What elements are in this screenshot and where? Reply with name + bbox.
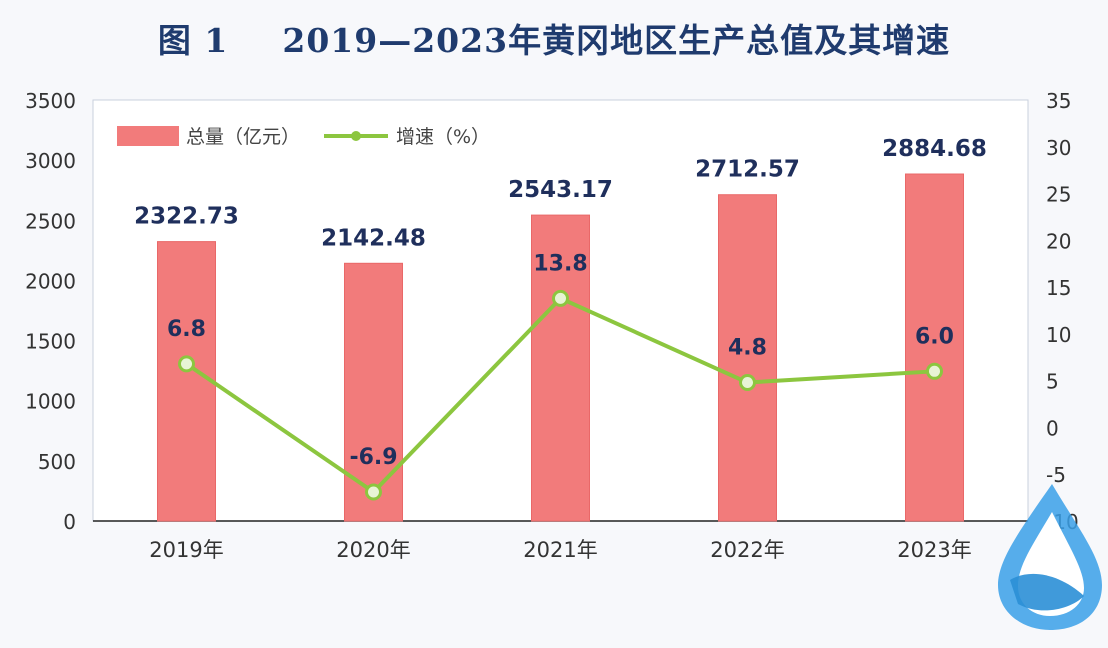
y-left-tick-label: 2000 bbox=[25, 269, 76, 293]
y-left-tick-label: 3000 bbox=[25, 149, 76, 173]
rate-value-label: -6.9 bbox=[349, 445, 397, 470]
line-point bbox=[926, 362, 943, 380]
y-right-tick-label: -5 bbox=[1046, 463, 1066, 487]
legend-line-marker bbox=[351, 131, 361, 141]
y-left-tick-label: 3500 bbox=[25, 89, 76, 113]
bar bbox=[718, 194, 777, 522]
x-tick-label: 2023年 bbox=[897, 538, 971, 562]
y-right-tick-label: 0 bbox=[1046, 416, 1059, 440]
bar-value-label: 2322.73 bbox=[134, 204, 239, 230]
figure-number: 图 1 bbox=[157, 21, 229, 60]
rate-value-label: 4.8 bbox=[728, 336, 767, 361]
bar-value-label: 2712.57 bbox=[695, 157, 800, 183]
rate-value-label: 6.8 bbox=[167, 317, 206, 342]
legend-line-label: 增速（%） bbox=[396, 126, 490, 148]
bar bbox=[157, 241, 216, 522]
logo-wave bbox=[1010, 573, 1084, 611]
bar bbox=[344, 262, 403, 522]
y-left-tick-label: 1000 bbox=[25, 390, 76, 414]
bar-value-label: 2543.17 bbox=[508, 177, 613, 203]
x-tick-label: 2022年 bbox=[710, 538, 784, 562]
y-left-tick-label: 1500 bbox=[25, 330, 76, 354]
line-point bbox=[739, 374, 756, 392]
chart-title: 图 1 2019—2023年黄冈地区生产总值及其增速 bbox=[0, 14, 1108, 62]
line-point bbox=[178, 355, 195, 373]
bar bbox=[531, 214, 590, 522]
y-left-tick-label: 500 bbox=[38, 450, 76, 474]
x-tick-label: 2019年 bbox=[149, 538, 223, 562]
y-right-tick-label: 35 bbox=[1046, 89, 1071, 113]
y-right-tick-label: 10 bbox=[1046, 323, 1071, 347]
bar bbox=[905, 173, 964, 522]
y-right-tick-label: 30 bbox=[1046, 136, 1071, 160]
x-tick-label: 2020年 bbox=[336, 538, 410, 562]
x-tick-label: 2021年 bbox=[523, 538, 597, 562]
y-right-tick-label: 25 bbox=[1046, 183, 1071, 207]
legend-bar-label: 总量（亿元） bbox=[186, 126, 300, 148]
rate-value-label: 6.0 bbox=[915, 324, 954, 349]
title-text: 2019—2023年黄冈地区生产总值及其增速 bbox=[282, 21, 951, 60]
y-left-tick-label: 2500 bbox=[25, 209, 76, 233]
line-point bbox=[552, 289, 569, 307]
legend-bar-swatch bbox=[117, 126, 179, 146]
y-left-tick-label: 0 bbox=[63, 510, 76, 534]
y-right-tick-label: 5 bbox=[1046, 370, 1059, 394]
y-right-tick-label: 20 bbox=[1046, 229, 1071, 253]
y-right-tick-label: 15 bbox=[1046, 276, 1071, 300]
water-drop-logo bbox=[998, 484, 1102, 630]
rate-value-label: 13.8 bbox=[533, 251, 587, 276]
line-point bbox=[365, 483, 382, 501]
bar-value-label: 2142.48 bbox=[321, 225, 426, 251]
bar-series bbox=[157, 173, 964, 522]
data-labels: 2322.73 2142.48 2543.17 2712.57 2884.68 6.8 -6… bbox=[134, 136, 987, 470]
bar-value-label: 2884.68 bbox=[882, 136, 987, 162]
chart-legend: 总量（亿元） 增速（%） bbox=[117, 126, 490, 148]
line-series bbox=[178, 289, 943, 501]
